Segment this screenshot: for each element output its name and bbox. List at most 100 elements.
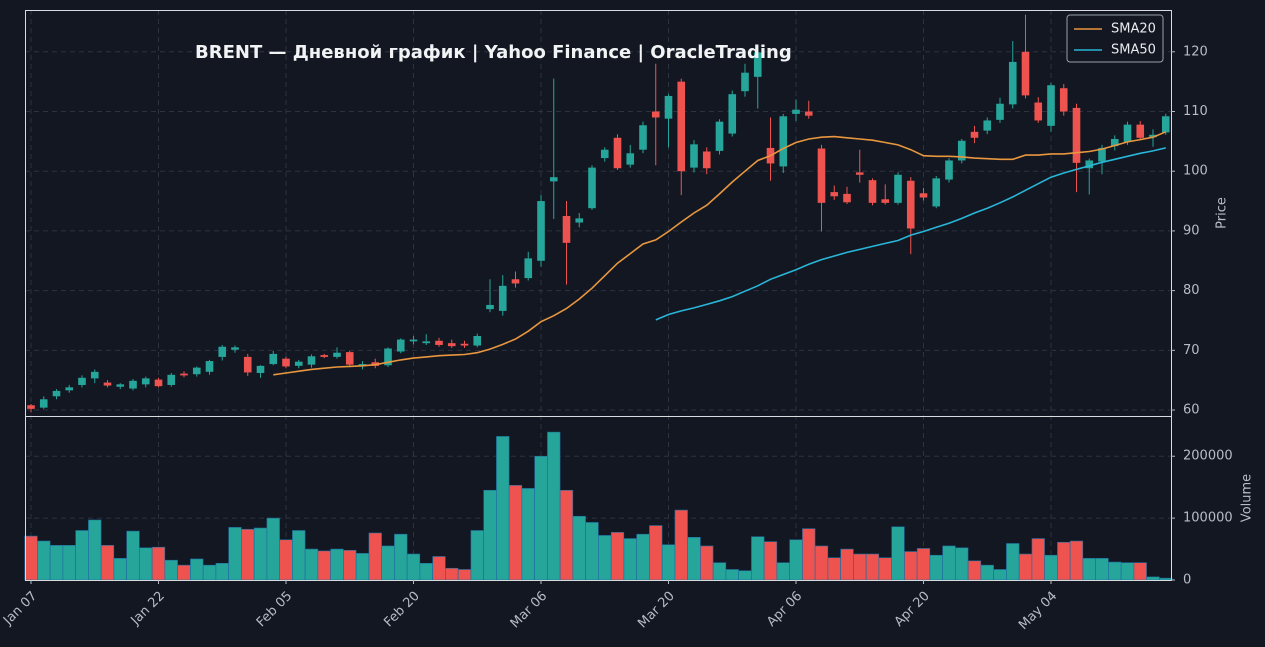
candle-body: [868, 180, 877, 203]
candle-body: [486, 304, 494, 310]
volume-bar: [878, 557, 892, 581]
candle-body: [396, 339, 405, 352]
volume-bar: [100, 545, 115, 581]
volume-bar: [151, 546, 166, 581]
candle-body: [1008, 61, 1017, 105]
volume-bar: [49, 545, 64, 581]
y-tick-label: 100: [1183, 164, 1208, 179]
volume-bar: [37, 540, 51, 581]
volume-bar: [279, 539, 293, 581]
candle-body: [639, 125, 647, 150]
volume-bar: [559, 489, 574, 581]
candle-body: [422, 341, 431, 344]
volume-bar: [1108, 561, 1122, 581]
volume-bar: [113, 558, 127, 581]
candle-body: [154, 379, 163, 387]
candle-body: [588, 167, 596, 209]
legend-label: SMA50: [1111, 43, 1156, 58]
volume-tick-label: 0: [1183, 573, 1191, 588]
volume-bar: [649, 525, 663, 581]
volume-bar: [496, 436, 510, 581]
candle-body: [1149, 134, 1157, 138]
candle-body: [473, 335, 482, 346]
volume-bar: [1159, 577, 1173, 581]
candle-body: [269, 353, 278, 365]
candle-body: [919, 193, 928, 198]
volume-bar: [368, 532, 382, 581]
volume-bar: [1069, 540, 1084, 581]
candle-body: [524, 258, 533, 279]
volume-bar: [1018, 553, 1033, 581]
volume-bar: [330, 548, 344, 581]
candle-body: [600, 149, 609, 159]
volume-bar: [241, 528, 255, 581]
y-tick-label: 120: [1183, 44, 1208, 59]
volume-bar: [840, 548, 854, 581]
volume-bar: [470, 530, 484, 581]
candle-body: [702, 151, 711, 169]
volume-bar: [916, 548, 931, 581]
candle-body: [549, 177, 558, 182]
volume-bar: [292, 530, 306, 581]
candle-body: [881, 199, 890, 203]
candle-body: [983, 120, 992, 131]
candle-body: [651, 111, 660, 118]
volume-bar: [853, 553, 867, 581]
candle-body: [690, 144, 698, 168]
volume-bar: [164, 559, 178, 581]
candle-body: [575, 218, 584, 223]
volume-bar: [585, 522, 599, 581]
volume-bar: [215, 562, 229, 581]
candle-body: [307, 356, 316, 365]
candle-body: [447, 343, 456, 347]
sma-line: [273, 131, 1167, 376]
volume-bar: [508, 485, 523, 581]
candle-body: [792, 109, 800, 114]
volume-bar: [24, 535, 38, 581]
candle-body: [996, 103, 1004, 120]
volume-bar: [253, 527, 268, 581]
volume-bar: [266, 517, 280, 581]
candle-body: [141, 378, 150, 385]
candle-body: [626, 153, 635, 165]
frame: [25, 10, 1172, 581]
candle-body: [90, 371, 99, 379]
candle-body: [1034, 102, 1043, 121]
candle-body: [970, 131, 979, 138]
candle-body: [1161, 116, 1170, 133]
candle-body: [294, 361, 303, 366]
volume-bar: [483, 489, 497, 581]
volume-bar: [1146, 576, 1160, 581]
candle-body: [1110, 138, 1119, 147]
sma-line: [655, 147, 1166, 321]
candle-body: [1085, 160, 1094, 169]
candle-body: [129, 380, 137, 389]
candle-body: [498, 285, 507, 311]
volume-bar: [62, 545, 76, 581]
candle-body: [282, 358, 290, 367]
volume-bar: [1133, 562, 1147, 581]
volume-bar: [445, 567, 459, 581]
candle-body: [779, 116, 788, 167]
volume-bar: [521, 488, 535, 581]
volume-bar: [381, 545, 395, 581]
volume-bar: [126, 530, 140, 581]
volume-bar: [88, 519, 102, 581]
volume-tick-label: 100000: [1183, 511, 1233, 526]
volume-bar: [1031, 538, 1045, 581]
candle-body: [1021, 51, 1030, 96]
volume-bar: [228, 527, 242, 581]
volume-bar: [904, 551, 918, 581]
volume-bar: [763, 541, 778, 581]
candle-body: [460, 343, 469, 346]
volume-bar: [674, 509, 688, 581]
legend-label: SMA20: [1111, 22, 1156, 37]
candle-body: [180, 373, 188, 376]
candle-body: [1123, 124, 1132, 142]
volume-bar: [712, 562, 727, 581]
volume-bar: [1057, 541, 1071, 581]
candle-body: [1047, 85, 1055, 126]
volume-bar: [177, 564, 191, 581]
volume-bar: [687, 536, 701, 581]
